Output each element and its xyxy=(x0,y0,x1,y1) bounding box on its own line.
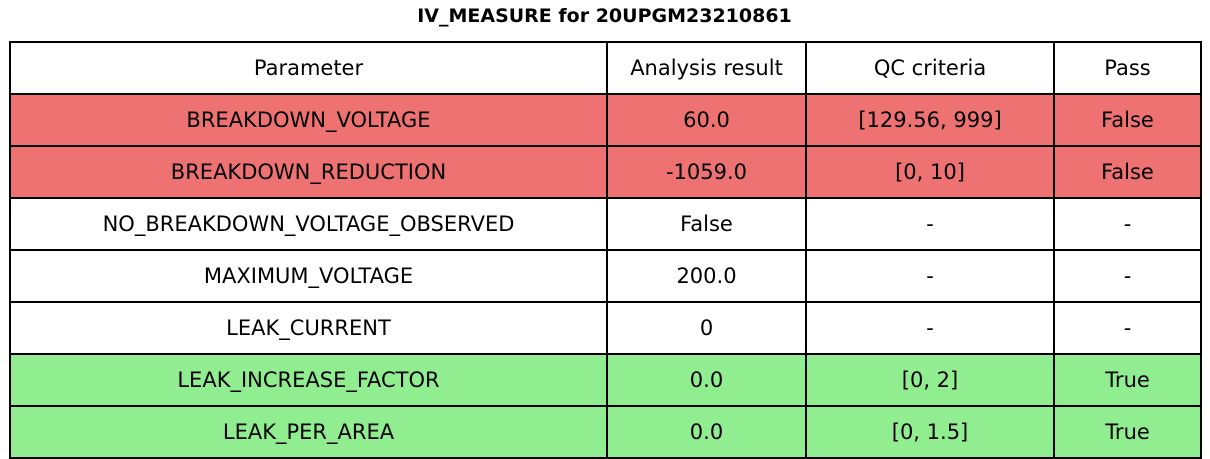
column-header-parameter: Parameter xyxy=(9,41,608,95)
cell-qc-criteria: [0, 1.5] xyxy=(805,405,1055,459)
table-row: BREAKDOWN_VOLTAGE 60.0 [129.56, 999] Fal… xyxy=(9,93,1202,147)
cell-qc-criteria: - xyxy=(805,249,1055,303)
cell-analysis-result: 0 xyxy=(606,301,807,355)
cell-analysis-result: False xyxy=(606,197,807,251)
cell-qc-criteria: [0, 10] xyxy=(805,145,1055,199)
chart-title: IV_MEASURE for 20UPGM23210861 xyxy=(417,5,792,27)
table-row: LEAK_CURRENT 0 - - xyxy=(9,301,1202,355)
cell-parameter: LEAK_CURRENT xyxy=(9,301,608,355)
cell-parameter: LEAK_PER_AREA xyxy=(9,405,608,459)
cell-analysis-result: -1059.0 xyxy=(606,145,807,199)
table-row: LEAK_PER_AREA 0.0 [0, 1.5] True xyxy=(9,405,1202,459)
cell-analysis-result: 60.0 xyxy=(606,93,807,147)
cell-pass: False xyxy=(1053,93,1202,147)
cell-parameter: NO_BREAKDOWN_VOLTAGE_OBSERVED xyxy=(9,197,608,251)
cell-pass: True xyxy=(1053,405,1202,459)
header-row: Parameter Analysis result QC criteria Pa… xyxy=(9,41,1202,95)
table-row: MAXIMUM_VOLTAGE 200.0 - - xyxy=(9,249,1202,303)
cell-pass: False xyxy=(1053,145,1202,199)
cell-parameter: BREAKDOWN_VOLTAGE xyxy=(9,93,608,147)
qc-table: Parameter Analysis result QC criteria Pa… xyxy=(9,41,1202,459)
cell-qc-criteria: [0, 2] xyxy=(805,353,1055,407)
cell-analysis-result: 0.0 xyxy=(606,405,807,459)
column-header-analysis-result: Analysis result xyxy=(606,41,807,95)
cell-pass: - xyxy=(1053,249,1202,303)
cell-analysis-result: 200.0 xyxy=(606,249,807,303)
cell-parameter: LEAK_INCREASE_FACTOR xyxy=(9,353,608,407)
cell-pass: True xyxy=(1053,353,1202,407)
cell-qc-criteria: - xyxy=(805,197,1055,251)
cell-parameter: MAXIMUM_VOLTAGE xyxy=(9,249,608,303)
cell-analysis-result: 0.0 xyxy=(606,353,807,407)
cell-qc-criteria: [129.56, 999] xyxy=(805,93,1055,147)
column-header-pass: Pass xyxy=(1053,41,1202,95)
cell-pass: - xyxy=(1053,197,1202,251)
cell-qc-criteria: - xyxy=(805,301,1055,355)
cell-pass: - xyxy=(1053,301,1202,355)
column-header-qc-criteria: QC criteria xyxy=(805,41,1055,95)
table-row: LEAK_INCREASE_FACTOR 0.0 [0, 2] True xyxy=(9,353,1202,407)
table-row: BREAKDOWN_REDUCTION -1059.0 [0, 10] Fals… xyxy=(9,145,1202,199)
table-row: NO_BREAKDOWN_VOLTAGE_OBSERVED False - - xyxy=(9,197,1202,251)
cell-parameter: BREAKDOWN_REDUCTION xyxy=(9,145,608,199)
